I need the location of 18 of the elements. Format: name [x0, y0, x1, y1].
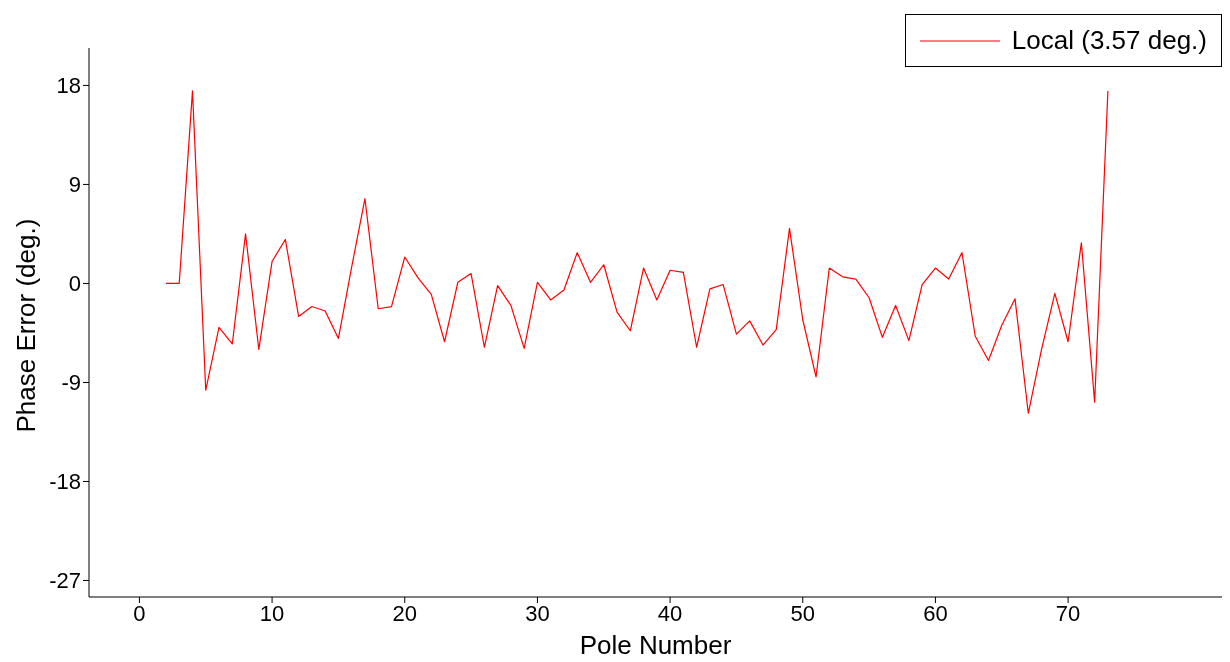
- y-tick-label: -27: [49, 568, 81, 594]
- x-tick-label: 30: [525, 600, 550, 626]
- legend-label: Local (3.57 deg.): [1011, 25, 1207, 56]
- x-tick-label: 40: [657, 600, 683, 626]
- line-series: [165, 90, 1109, 414]
- y-tick-label: -18: [49, 469, 81, 495]
- x-tick-label: 50: [790, 600, 816, 626]
- y-axis-title: Phase Error (deg.): [11, 218, 42, 433]
- x-tick-label: 20: [392, 600, 417, 626]
- x-tick-label: 60: [923, 600, 948, 626]
- y-tick-label: 0: [68, 271, 81, 297]
- y-tick-label: 9: [68, 172, 81, 198]
- x-tick-label: 0: [133, 600, 146, 626]
- x-axis-title: Pole Number: [579, 630, 732, 660]
- x-tick-label: 70: [1055, 600, 1081, 626]
- x-tick-label: 10: [259, 600, 285, 626]
- y-tick-label: 18: [56, 73, 81, 99]
- y-tick-label: -9: [61, 370, 81, 396]
